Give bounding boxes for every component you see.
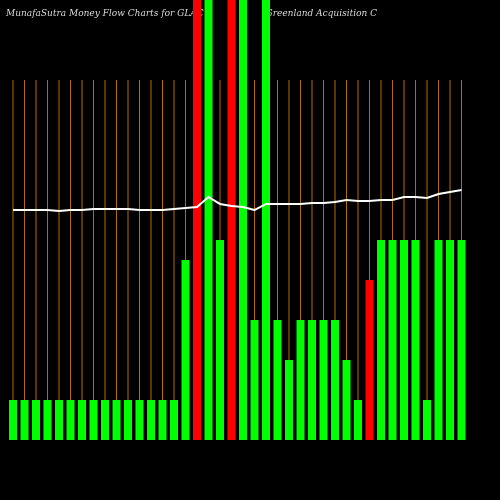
bar xyxy=(112,400,121,440)
bar xyxy=(147,400,155,440)
bar xyxy=(216,240,224,440)
bar xyxy=(101,400,109,440)
bar xyxy=(457,240,466,440)
bar xyxy=(32,400,40,440)
bar xyxy=(239,0,247,440)
bar xyxy=(43,400,52,440)
chart-subtitle: (Greenland Acquisition C xyxy=(262,8,377,19)
bar xyxy=(377,240,385,440)
bar xyxy=(181,260,190,440)
chart-title: MunafaSutra Money Flow Charts for GLACU xyxy=(5,9,212,19)
bar xyxy=(250,320,259,440)
bar xyxy=(204,0,213,440)
bar xyxy=(354,400,362,440)
bar xyxy=(273,320,282,440)
bar xyxy=(365,280,374,440)
bar xyxy=(423,400,431,440)
bar xyxy=(89,400,98,440)
bar xyxy=(193,0,201,440)
bar xyxy=(66,400,75,440)
bar xyxy=(319,320,328,440)
bar xyxy=(400,240,408,440)
bar xyxy=(446,240,454,440)
bar xyxy=(135,400,144,440)
bar xyxy=(434,240,443,440)
bar xyxy=(20,400,29,440)
bar xyxy=(262,0,270,440)
bar xyxy=(78,400,86,440)
bar xyxy=(331,320,339,440)
bar xyxy=(411,240,420,440)
bar xyxy=(9,400,17,440)
bar xyxy=(158,400,167,440)
line xyxy=(13,189,462,213)
bar xyxy=(308,320,316,440)
bar xyxy=(55,400,63,440)
bar xyxy=(124,400,132,440)
bar xyxy=(170,400,178,440)
bar xyxy=(227,0,236,440)
bar xyxy=(285,360,293,440)
bar xyxy=(296,320,305,440)
bar xyxy=(342,360,351,440)
bar xyxy=(388,240,397,440)
